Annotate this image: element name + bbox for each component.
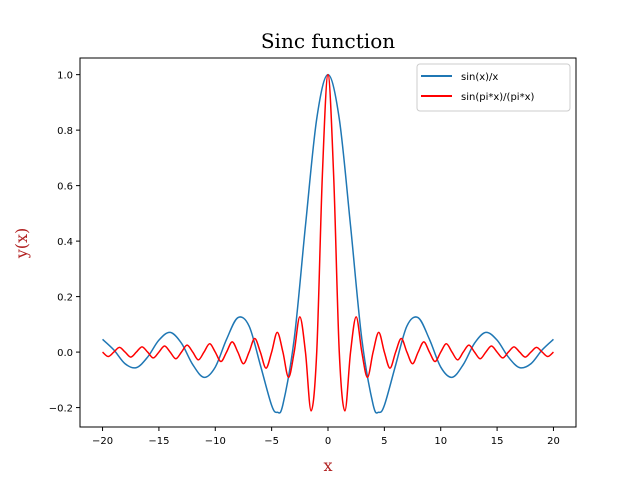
x-tick-label: 10 — [434, 436, 447, 447]
series-line-1 — [102, 73, 554, 414]
y-tick-label: 0.6 — [57, 182, 73, 193]
x-tick-label: 20 — [547, 436, 560, 447]
x-axis-label: x — [323, 456, 332, 475]
legend-box — [416, 63, 571, 112]
chart-title: Sinc function — [261, 29, 395, 53]
y-tick-label: 0.8 — [57, 126, 73, 137]
series-line-2 — [102, 73, 554, 412]
y-axis: −0.2 0.0 0.2 0.4 0.6 0.8 1.0 — [49, 71, 80, 415]
y-axis-label: y(x) — [12, 228, 31, 260]
x-tick-label: −5 — [264, 436, 279, 447]
x-tick-label: −10 — [205, 436, 226, 447]
x-tick-label: 0 — [325, 436, 331, 447]
plot-frame — [79, 57, 577, 428]
y-tick-label: 0.0 — [57, 348, 73, 359]
y-tick-label: 0.4 — [57, 237, 73, 248]
plot-area — [102, 73, 554, 414]
x-tick-label: −15 — [148, 436, 169, 447]
legend: sin(x)/x sin(pi*x)/(pi*x) — [416, 63, 571, 112]
y-tick-label: 1.0 — [57, 71, 73, 82]
x-tick-label: −20 — [92, 436, 113, 447]
x-tick-label: 15 — [491, 436, 504, 447]
legend-entry-1: sin(x)/x — [461, 72, 498, 83]
x-tick-label: 5 — [381, 436, 387, 447]
y-tick-label: 0.2 — [57, 293, 73, 304]
x-axis: −20 −15 −10 −5 0 5 10 15 20 — [92, 427, 560, 447]
legend-entry-2: sin(pi*x)/(pi*x) — [461, 92, 534, 103]
y-tick-label: −0.2 — [49, 404, 73, 415]
